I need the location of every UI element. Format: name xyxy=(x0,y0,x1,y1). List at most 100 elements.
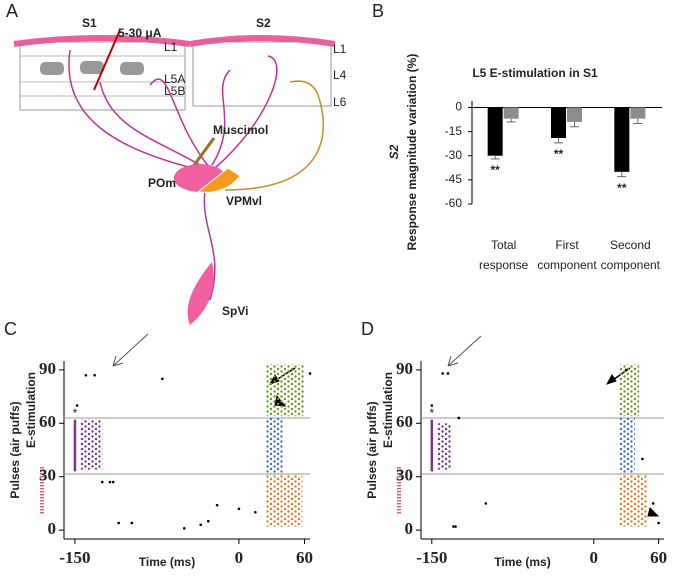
layer-label: L1 xyxy=(333,42,347,56)
nucleus-label: POm xyxy=(148,176,176,190)
layer-label: L1 xyxy=(164,40,178,54)
spvi xyxy=(187,262,214,325)
spike xyxy=(117,521,120,525)
x-tick-label: component xyxy=(601,258,661,272)
y-label-prefix: S2 xyxy=(387,144,401,159)
spike xyxy=(657,521,660,525)
x-tick-label: Second xyxy=(610,238,651,252)
spike-cluster xyxy=(619,364,640,417)
x-tick-label: -150 xyxy=(59,548,90,567)
barrel xyxy=(80,61,104,74)
barrel xyxy=(120,62,144,75)
y-tick-label: -15 xyxy=(445,124,463,138)
y-tick-label: 90 xyxy=(396,359,413,378)
spike xyxy=(484,502,488,505)
y-tick-label: 90 xyxy=(39,359,56,378)
spike xyxy=(641,457,644,461)
bar xyxy=(487,107,503,156)
x-tick-label: component xyxy=(537,258,597,272)
nucleus-label: SpVi xyxy=(222,304,248,318)
spike xyxy=(93,373,96,377)
x-label: Time (ms) xyxy=(139,555,195,569)
spike xyxy=(624,368,628,372)
spike-cluster xyxy=(619,417,635,474)
spike-cluster xyxy=(266,417,283,474)
spike xyxy=(161,377,164,381)
x-tick-label: response xyxy=(479,258,529,272)
y-tick-label: 0 xyxy=(48,519,57,538)
spike xyxy=(308,372,312,375)
layer-label: L5A xyxy=(164,72,185,86)
spike xyxy=(100,480,104,484)
y-tick-label: 30 xyxy=(396,466,413,485)
bar xyxy=(614,107,630,172)
spike xyxy=(446,372,450,375)
current-label: 5-30 μA xyxy=(118,26,162,40)
s2-box xyxy=(192,41,332,107)
s2-pia xyxy=(189,35,336,47)
y-tick-label: -30 xyxy=(445,148,463,162)
x-tick-label: 60 xyxy=(650,548,667,567)
layer-label: L4 xyxy=(333,68,347,82)
spike xyxy=(75,404,79,407)
x-tick-label: 0 xyxy=(235,548,244,567)
spike xyxy=(454,525,457,528)
y-label: Pulses (air puffs) xyxy=(365,401,379,498)
x-tick-label: Total xyxy=(491,238,516,252)
panel-letter: D xyxy=(361,319,374,339)
spike xyxy=(254,511,257,514)
s1-pia xyxy=(13,35,191,47)
y-label: Pulses (air puffs) xyxy=(8,401,22,498)
x-tick-label: First xyxy=(555,238,579,252)
significance: ** xyxy=(554,147,564,161)
x-tick-label: 60 xyxy=(296,548,313,567)
layer-label: L6 xyxy=(333,95,347,109)
y-tick-label: 30 xyxy=(39,466,56,485)
y-label: Response magnitude variation (%) xyxy=(405,54,419,251)
electrode xyxy=(93,29,121,91)
spike-cluster xyxy=(266,474,303,527)
spike xyxy=(111,480,115,484)
spike xyxy=(182,527,186,530)
significance: ** xyxy=(490,163,500,177)
stim-marker: * xyxy=(429,406,434,420)
spike xyxy=(199,523,202,527)
bar xyxy=(503,107,519,119)
nucleus-label: VPMvl xyxy=(226,194,262,208)
spike-cluster xyxy=(437,423,452,470)
cannula xyxy=(190,137,216,169)
spike xyxy=(441,372,444,375)
y-tick-label: -60 xyxy=(445,196,463,210)
vpmvl xyxy=(196,167,241,193)
spike xyxy=(651,502,655,505)
y-tick-label: 0 xyxy=(455,100,462,114)
spike xyxy=(130,521,134,525)
label: S1 xyxy=(82,16,97,30)
bar xyxy=(630,107,646,119)
y-tick-label: -45 xyxy=(445,172,463,186)
spike xyxy=(108,480,112,484)
spike xyxy=(457,416,461,420)
bar xyxy=(567,107,582,122)
stim-marker: * xyxy=(73,406,78,420)
vpm-projection xyxy=(224,80,325,191)
spike xyxy=(215,503,219,507)
y-tick-label: 0 xyxy=(405,519,414,538)
s1-box xyxy=(19,41,186,111)
spike-cluster xyxy=(266,364,305,417)
x-tick-label: 0 xyxy=(590,548,599,567)
pom-projections xyxy=(68,49,278,301)
significance: ** xyxy=(617,181,627,195)
x-tick-label: -150 xyxy=(416,548,447,567)
panel-letter: B xyxy=(372,1,384,21)
spike xyxy=(452,525,455,528)
spike-cluster xyxy=(619,474,648,527)
y-tick-label: 60 xyxy=(39,412,56,431)
spike xyxy=(207,519,210,523)
panel-letter: C xyxy=(4,319,17,339)
chart-title: L5 E-stimulation in S1 xyxy=(472,66,598,80)
label: S2 xyxy=(256,16,271,30)
diagram-a: A S1 S2 L1 L5A L5B L1 L4 L6 5-30 μA Musc… xyxy=(6,1,347,325)
panel-letter: A xyxy=(6,1,18,21)
